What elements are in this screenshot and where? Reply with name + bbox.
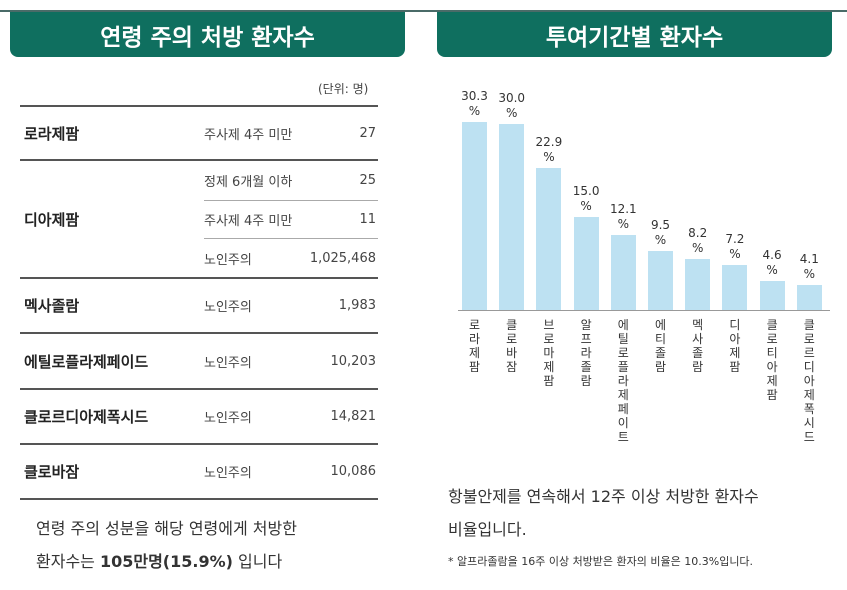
note-line2: 환자수는 105만명(15.9%) 입니다 <box>36 545 297 578</box>
patient-count: 1,025,468 <box>309 250 376 266</box>
patient-count: 10,086 <box>330 464 377 479</box>
condition-label: 노인주의 <box>204 411 252 426</box>
condition-label: 노인주의 <box>204 300 252 315</box>
condition-label: 정제 6개월 이하 <box>204 174 293 190</box>
sub-rows: 노인주의 10,203 <box>204 334 378 388</box>
sub-rows: 노인주의 14,821 <box>204 390 378 443</box>
sub-row: 주사제 4주 미만 11 <box>204 199 378 239</box>
summary-note: 연령 주의 성분을 해당 연령에게 처방한 환자수는 105만명(15.9%) … <box>36 512 297 578</box>
category-label: 에티졸람 <box>654 318 667 374</box>
x-axis <box>458 310 830 311</box>
condition-label: 노인주의 <box>204 466 252 481</box>
bar <box>685 259 711 310</box>
sub-row: 노인주의 1,025,468 <box>204 238 378 277</box>
note-line1: 연령 주의 성분을 해당 연령에게 처방한 <box>36 519 297 538</box>
sub-rows: 주사제 4주 미만 27 <box>204 107 378 159</box>
desc-line2: 비율입니다. <box>448 520 527 539</box>
condition-label: 주사제 4주 미만 <box>204 213 293 229</box>
table-row: 클로바잠 노인주의 10,086 <box>20 443 378 500</box>
value-label: 9.5% <box>650 218 671 248</box>
condition-label: 주사제 4주 미만 <box>204 127 293 143</box>
bar <box>536 168 562 310</box>
footnote: * 알프라졸람을 16주 이상 처방받은 환자의 비율은 10.3%입니다. <box>448 555 754 568</box>
note-highlight: 105만명(15.9%) <box>99 552 233 571</box>
bar <box>648 251 673 310</box>
category-label: 클로티아제팜 <box>766 318 778 402</box>
note-text: 환자수는 <box>36 552 100 571</box>
category-label: 클로르디아제폭시드 <box>803 318 815 444</box>
value-label: 30.3% <box>461 89 488 119</box>
value-label: 15.0% <box>572 184 600 213</box>
category-label: 로라제팜 <box>468 318 481 374</box>
bar <box>462 122 487 310</box>
bar <box>759 281 785 310</box>
category-label: 디아제팜 <box>729 318 741 374</box>
value-label: 30.0% <box>498 91 526 120</box>
sub-row: 노인주의 14,821 <box>204 390 378 443</box>
bar <box>796 284 822 310</box>
desc-line1: 항불안제를 연속해서 12주 이상 처방한 환자수 <box>448 487 759 506</box>
table-row: 클로르디아제폭시드 노인주의 14,821 <box>20 388 378 443</box>
drug-name: 로라제팜 <box>24 124 80 143</box>
drug-name: 에틸로플라제페이드 <box>24 352 149 371</box>
value-label: 8.2% <box>688 226 708 256</box>
left-title: 연령 주의 처방 환자수 <box>10 12 405 57</box>
condition-label: 노인주의 <box>204 252 252 268</box>
category-label: 브로마제팜 <box>543 318 555 388</box>
patient-count: 11 <box>359 211 376 227</box>
category-label: 에틸로플라제페이트 <box>617 318 629 444</box>
sub-row: 노인주의 1,983 <box>204 279 378 332</box>
patient-count: 25 <box>359 172 376 188</box>
patient-count: 27 <box>359 125 376 141</box>
value-label: 12.1% <box>609 201 637 231</box>
sub-rows: 노인주의 1,983 <box>204 279 378 332</box>
bar <box>573 217 599 310</box>
value-label: 22.9% <box>535 135 563 165</box>
drug-name: 클로르디아제폭시드 <box>24 408 149 426</box>
sub-row: 정제 6개월 이하 25 <box>204 161 378 200</box>
table-row: 디아제팜 정제 6개월 이하 25 주사제 4주 미만 11 노인주의 1,025,468 <box>20 159 378 277</box>
note-text-end: 입니다 <box>232 552 283 571</box>
top-rule <box>0 10 847 12</box>
bar <box>610 234 636 310</box>
value-label: 7.2% <box>725 232 745 262</box>
drug-name: 멕사졸람 <box>24 297 80 315</box>
patient-count: 14,821 <box>330 409 377 424</box>
patient-count: 10,203 <box>330 353 377 369</box>
value-label: 4.6% <box>762 248 782 278</box>
category-label: 알프라졸람 <box>580 318 592 388</box>
unit-label: (단위: 명) <box>318 82 369 96</box>
table-row: 로라제팜 주사제 4주 미만 27 <box>20 105 378 159</box>
sub-row: 주사제 4주 미만 27 <box>204 107 378 159</box>
table-row: 에틸로플라제페이드 노인주의 10,203 <box>20 332 378 388</box>
bar-chart: 30.3% 로라제팜 30.0% 클로바잠 22.9% 브로마제팜 15.0% 알프라졸람 12… <box>440 70 840 460</box>
right-title: 투여기간별 환자수 <box>437 12 832 57</box>
patient-table: 로라제팜 주사제 4주 미만 27 디아제팜 정제 6개월 이하 25 주사제 4주 미만 1… <box>20 105 378 500</box>
category-label: 멕사졸람 <box>692 318 704 374</box>
category-label: 클로바잠 <box>506 318 518 374</box>
drug-name: 클로바잠 <box>24 463 80 481</box>
sub-rows: 노인주의 10,086 <box>204 445 378 498</box>
bar <box>722 265 748 310</box>
sub-row: 노인주의 10,203 <box>204 334 378 388</box>
value-label: 4.1% <box>799 251 819 281</box>
sub-row: 노인주의 10,086 <box>204 445 378 498</box>
sub-rows: 정제 6개월 이하 25 주사제 4주 미만 11 노인주의 1,025,468 <box>204 161 378 277</box>
patient-count: 1,983 <box>338 298 376 313</box>
condition-label: 노인주의 <box>204 355 252 371</box>
bar <box>499 124 525 310</box>
table-row: 멕사졸람 노인주의 1,983 <box>20 277 378 332</box>
drug-name: 디아제팜 <box>24 210 80 229</box>
